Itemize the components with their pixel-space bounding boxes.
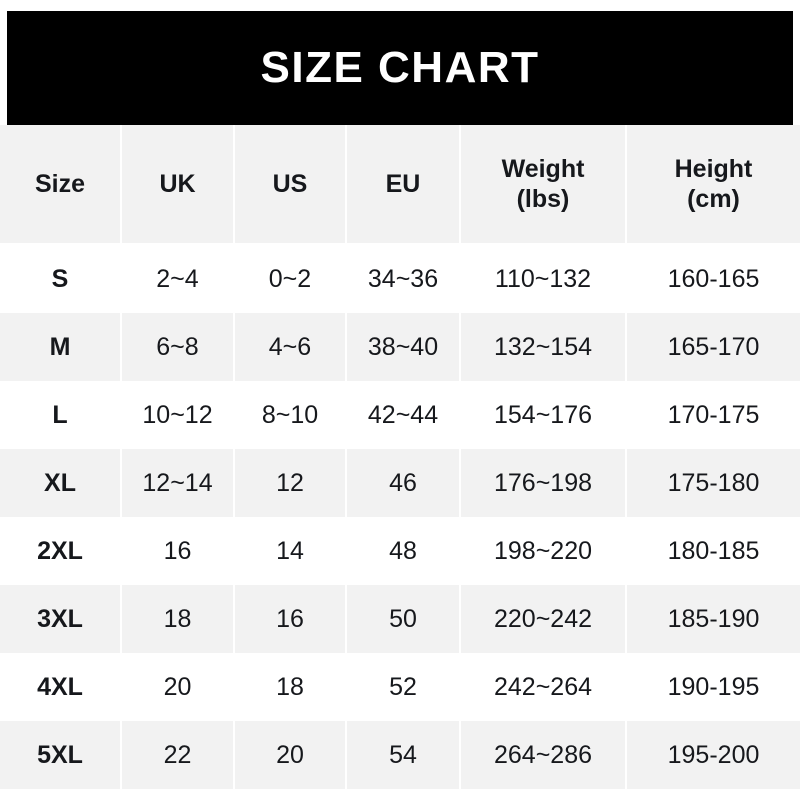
cell-size: M xyxy=(0,313,122,381)
cell-us: 8~10 xyxy=(235,381,347,449)
table-row: 3XL 18 16 50 220~242 185-190 xyxy=(0,585,800,653)
column-header-size: Size xyxy=(0,125,122,245)
column-header-eu: EU xyxy=(347,125,461,245)
cell-eu: 54 xyxy=(347,721,461,789)
table-row: S 2~4 0~2 34~36 110~132 160-165 xyxy=(0,245,800,313)
cell-us: 4~6 xyxy=(235,313,347,381)
table-row: 5XL 22 20 54 264~286 195-200 xyxy=(0,721,800,789)
cell-us: 0~2 xyxy=(235,245,347,313)
table-row: XL 12~14 12 46 176~198 175-180 xyxy=(0,449,800,517)
table-header-row: Size UK US EU Weight (lbs) Height (cm) xyxy=(0,125,800,245)
column-header-label: EU xyxy=(385,169,421,198)
column-header-unit: (cm) xyxy=(687,185,740,213)
cell-weight: 220~242 xyxy=(461,585,627,653)
column-header-label: US xyxy=(272,169,308,198)
column-header-us: US xyxy=(235,125,347,245)
cell-weight: 154~176 xyxy=(461,381,627,449)
table-header: Size UK US EU Weight (lbs) Height (cm) xyxy=(0,125,800,245)
cell-eu: 50 xyxy=(347,585,461,653)
cell-eu: 46 xyxy=(347,449,461,517)
cell-uk: 16 xyxy=(122,517,235,585)
cell-uk: 22 xyxy=(122,721,235,789)
cell-height: 185-190 xyxy=(627,585,800,653)
cell-size: S xyxy=(0,245,122,313)
cell-eu: 34~36 xyxy=(347,245,461,313)
cell-size: 5XL xyxy=(0,721,122,789)
cell-eu: 48 xyxy=(347,517,461,585)
cell-size: L xyxy=(0,381,122,449)
cell-eu: 38~40 xyxy=(347,313,461,381)
page-title: SIZE CHART xyxy=(260,43,540,92)
table-row: L 10~12 8~10 42~44 154~176 170-175 xyxy=(0,381,800,449)
column-header-uk: UK xyxy=(122,125,235,245)
cell-us: 16 xyxy=(235,585,347,653)
cell-weight: 198~220 xyxy=(461,517,627,585)
cell-us: 12 xyxy=(235,449,347,517)
cell-weight: 176~198 xyxy=(461,449,627,517)
cell-uk: 20 xyxy=(122,653,235,721)
table-row: 4XL 20 18 52 242~264 190-195 xyxy=(0,653,800,721)
column-header-weight: Weight (lbs) xyxy=(461,125,627,245)
cell-size: 2XL xyxy=(0,517,122,585)
cell-height: 160-165 xyxy=(627,245,800,313)
cell-us: 14 xyxy=(235,517,347,585)
table-body: S 2~4 0~2 34~36 110~132 160-165 M 6~8 4~6 38~40 13… xyxy=(0,245,800,789)
cell-size: XL xyxy=(0,449,122,517)
cell-size: 4XL xyxy=(0,653,122,721)
column-header-label: Weight xyxy=(501,154,585,183)
cell-eu: 42~44 xyxy=(347,381,461,449)
cell-uk: 6~8 xyxy=(122,313,235,381)
cell-height: 190-195 xyxy=(627,653,800,721)
cell-eu: 52 xyxy=(347,653,461,721)
cell-us: 20 xyxy=(235,721,347,789)
cell-height: 195-200 xyxy=(627,721,800,789)
cell-weight: 110~132 xyxy=(461,245,627,313)
cell-us: 18 xyxy=(235,653,347,721)
cell-uk: 18 xyxy=(122,585,235,653)
cell-uk: 10~12 xyxy=(122,381,235,449)
title-banner: SIZE CHART xyxy=(7,11,793,125)
cell-uk: 2~4 xyxy=(122,245,235,313)
size-chart-table: Size UK US EU Weight (lbs) Height (cm) S 2~4 0~2 3… xyxy=(0,125,800,789)
cell-height: 170-175 xyxy=(627,381,800,449)
column-header-label: Height xyxy=(674,154,753,183)
cell-height: 175-180 xyxy=(627,449,800,517)
column-header-label: Size xyxy=(34,169,86,198)
column-header-unit: (lbs) xyxy=(516,185,570,213)
cell-weight: 132~154 xyxy=(461,313,627,381)
cell-size: 3XL xyxy=(0,585,122,653)
cell-weight: 242~264 xyxy=(461,653,627,721)
cell-height: 165-170 xyxy=(627,313,800,381)
table-row: 2XL 16 14 48 198~220 180-185 xyxy=(0,517,800,585)
column-header-label: UK xyxy=(159,169,196,198)
column-header-height: Height (cm) xyxy=(627,125,800,245)
cell-weight: 264~286 xyxy=(461,721,627,789)
cell-uk: 12~14 xyxy=(122,449,235,517)
cell-height: 180-185 xyxy=(627,517,800,585)
table-row: M 6~8 4~6 38~40 132~154 165-170 xyxy=(0,313,800,381)
